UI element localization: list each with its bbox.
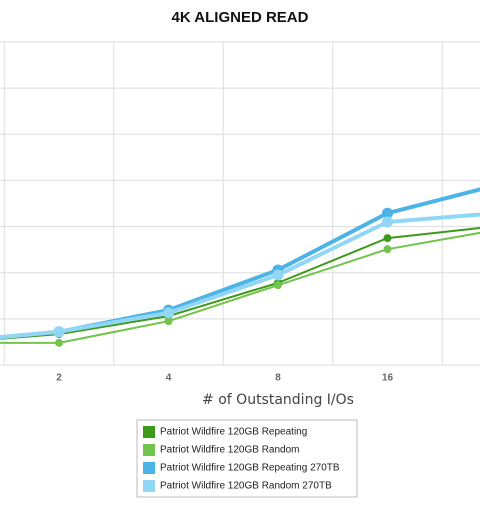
data-point <box>382 216 393 228</box>
x-tick-label: 16 <box>382 373 394 384</box>
legend-box <box>136 419 358 498</box>
x-tick-label: 4 <box>166 373 172 384</box>
data-point <box>272 269 284 281</box>
data-point <box>382 207 393 219</box>
legend-swatch <box>143 480 155 492</box>
data-point <box>163 307 174 319</box>
data-point <box>53 326 65 338</box>
legend-label: Patriot Wildfire 120GB Random <box>160 445 300 456</box>
data-point <box>164 317 173 326</box>
data-point <box>274 281 282 290</box>
series-line <box>0 226 480 340</box>
data-point <box>383 234 392 243</box>
series-line <box>0 212 480 340</box>
legend-swatch <box>143 444 155 456</box>
data-point <box>55 338 63 347</box>
legend-label: Patriot Wildfire 120GB Repeating 270TB <box>160 463 340 474</box>
chart-title: 4K ALIGNED READ <box>172 9 309 26</box>
data-point <box>383 245 392 254</box>
x-tick-label: 2 <box>56 373 62 384</box>
legend-label: Patriot Wildfire 120GB Random 270TB <box>160 481 332 492</box>
x-axis-title: # of Outstanding I/Os <box>202 392 354 408</box>
x-tick-label: 8 <box>275 373 281 384</box>
legend-label: Patriot Wildfire 120GB Repeating <box>160 427 307 438</box>
legend-swatch <box>143 426 155 438</box>
legend-swatch <box>143 462 155 474</box>
series-line <box>0 231 480 344</box>
